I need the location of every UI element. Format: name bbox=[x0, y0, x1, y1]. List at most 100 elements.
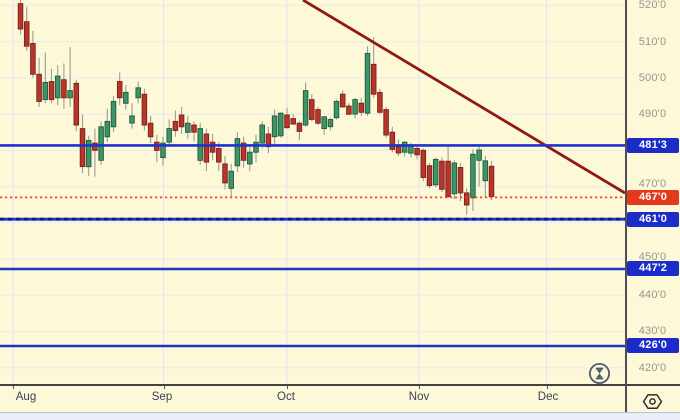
price-level-badge-467'0[interactable]: 467'0 bbox=[627, 189, 679, 205]
candle bbox=[203, 128, 210, 172]
candle bbox=[346, 103, 352, 115]
candle bbox=[457, 163, 464, 202]
candle bbox=[67, 47, 73, 107]
y-axis-tick-420'0: 420'0 bbox=[638, 361, 667, 374]
candle bbox=[432, 157, 439, 188]
candle bbox=[395, 139, 402, 156]
y-axis-tick-450'0: 450'0 bbox=[638, 251, 667, 264]
candle bbox=[470, 149, 476, 211]
footer-separator bbox=[0, 412, 680, 413]
candle bbox=[284, 107, 290, 129]
candle bbox=[42, 52, 49, 104]
candle bbox=[265, 126, 272, 154]
candle bbox=[54, 65, 61, 106]
candle bbox=[172, 110, 179, 137]
candle bbox=[197, 123, 203, 165]
candle bbox=[302, 82, 309, 127]
candle bbox=[420, 148, 427, 182]
candle bbox=[445, 146, 451, 199]
price-level-badge-426'0[interactable]: 426'0 bbox=[627, 338, 679, 354]
candle bbox=[48, 68, 55, 104]
y-axis-tick-500'0: 500'0 bbox=[638, 71, 667, 84]
hourglass-icon bbox=[588, 362, 611, 385]
x-axis-tick bbox=[13, 384, 14, 389]
x-axis-label-aug: Aug bbox=[15, 391, 37, 403]
candle bbox=[414, 144, 420, 160]
candle bbox=[135, 81, 141, 104]
candle bbox=[339, 90, 346, 108]
y-axis-tick-520'0: 520'0 bbox=[638, 0, 667, 12]
x-axis-label-oct: Oct bbox=[277, 391, 295, 403]
footer-strip bbox=[0, 413, 680, 420]
candle bbox=[476, 145, 482, 187]
settings-gear-icon[interactable] bbox=[641, 391, 664, 412]
x-axis-label-nov: Nov bbox=[408, 391, 430, 403]
candle bbox=[178, 106, 185, 134]
candle bbox=[160, 136, 166, 166]
candle bbox=[315, 106, 321, 125]
candle bbox=[271, 109, 278, 145]
price-axis-line bbox=[625, 0, 627, 413]
candle bbox=[247, 145, 253, 172]
candle bbox=[426, 163, 433, 189]
y-axis-tick-490'0: 490'0 bbox=[638, 108, 667, 121]
candle bbox=[439, 157, 445, 192]
candle bbox=[104, 108, 111, 143]
candle bbox=[383, 106, 389, 138]
candle bbox=[110, 96, 117, 133]
candle bbox=[321, 115, 327, 135]
price-level-badge-481'3[interactable]: 481'3 bbox=[627, 137, 679, 153]
price-chart-canvas[interactable] bbox=[0, 0, 625, 384]
gridlines bbox=[0, 0, 625, 384]
candle bbox=[209, 134, 216, 161]
candle bbox=[36, 58, 42, 107]
candle bbox=[191, 121, 197, 142]
y-axis-tick-430'0: 430'0 bbox=[638, 325, 667, 338]
candle bbox=[278, 112, 284, 138]
candle bbox=[73, 79, 80, 132]
candle bbox=[185, 115, 191, 139]
x-axis-tick bbox=[419, 384, 420, 389]
y-axis-tick-440'0: 440'0 bbox=[638, 289, 667, 302]
price-level-badge-461'0[interactable]: 461'0 bbox=[627, 211, 679, 227]
candle bbox=[98, 121, 104, 165]
candle bbox=[216, 142, 222, 172]
candle bbox=[85, 135, 92, 176]
candle bbox=[240, 136, 247, 168]
candle bbox=[259, 121, 265, 149]
downtrend-trendline[interactable] bbox=[302, 0, 625, 195]
candle bbox=[401, 141, 408, 157]
candle bbox=[147, 115, 154, 144]
candle bbox=[23, 7, 30, 51]
candle bbox=[17, 0, 24, 35]
price-level-badge-447'2[interactable]: 447'2 bbox=[627, 261, 679, 277]
candle bbox=[352, 97, 358, 119]
candle bbox=[123, 85, 129, 110]
candle bbox=[79, 114, 86, 173]
candle bbox=[290, 114, 296, 125]
x-axis-tick bbox=[287, 384, 288, 389]
candle bbox=[129, 103, 135, 129]
x-axis-tick bbox=[163, 384, 165, 389]
candle bbox=[364, 46, 371, 116]
candle bbox=[154, 134, 160, 163]
x-axis-label-dec: Dec bbox=[537, 391, 559, 403]
candle bbox=[116, 72, 123, 106]
candle bbox=[234, 132, 241, 173]
x-axis-tick bbox=[546, 384, 548, 389]
y-axis-tick-510'0: 510'0 bbox=[638, 35, 667, 48]
candle bbox=[482, 156, 489, 198]
candle bbox=[309, 94, 315, 122]
candle bbox=[358, 97, 365, 116]
candle bbox=[463, 188, 470, 215]
candle bbox=[141, 88, 148, 131]
candlestick-series[interactable] bbox=[17, 0, 495, 215]
candle bbox=[370, 37, 377, 98]
candle bbox=[92, 128, 98, 177]
candle bbox=[333, 99, 340, 120]
y-axis-tick-470'0: 470'0 bbox=[638, 177, 667, 190]
candle bbox=[389, 126, 396, 153]
candle bbox=[228, 163, 234, 197]
candle bbox=[253, 134, 259, 163]
